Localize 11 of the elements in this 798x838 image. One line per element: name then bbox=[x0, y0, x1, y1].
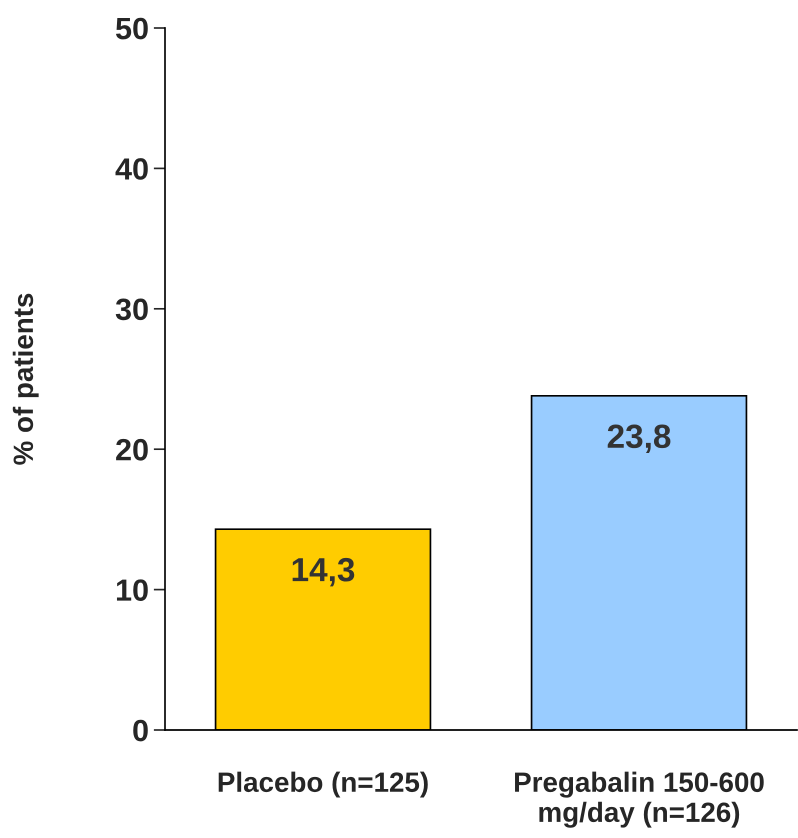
y-tick-label: 0 bbox=[133, 720, 148, 742]
y-axis-title: % of patients bbox=[12, 294, 39, 465]
y-tick-label: 50 bbox=[116, 18, 148, 40]
x-tick-label: Placebo (n=125) bbox=[218, 772, 428, 798]
data-label: 23,8 bbox=[608, 424, 670, 453]
y-tick-label: 40 bbox=[116, 158, 148, 180]
y-tick-label: 10 bbox=[116, 579, 148, 601]
y-tick-label: 20 bbox=[116, 438, 148, 461]
data-label: 14,3 bbox=[292, 558, 354, 586]
x-tick-label: Pregabalin 150-600 mg/day (n=126) bbox=[515, 772, 764, 828]
y-tick-label: 30 bbox=[116, 298, 148, 320]
